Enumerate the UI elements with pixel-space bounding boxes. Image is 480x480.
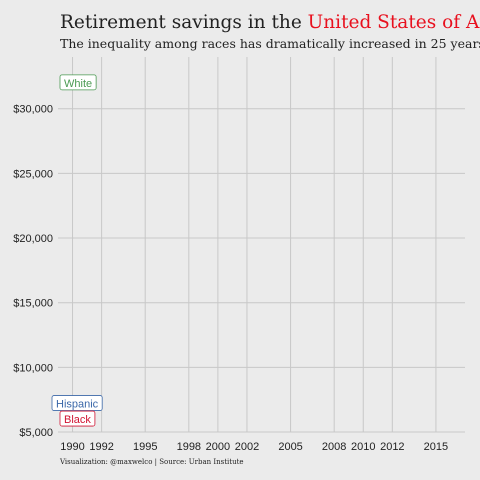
x-tick-label: 2012 [380, 441, 404, 453]
plot-background [58, 57, 465, 432]
x-gridlines [72, 57, 437, 432]
y-gridlines [58, 108, 465, 433]
x-tick-label: 2008 [322, 441, 346, 453]
y-tick-label: $5,000 [19, 427, 53, 439]
chart-subtitle: The inequality among races has dramatica… [60, 36, 480, 51]
x-tick-label: 2010 [351, 441, 375, 453]
series-labels: White Hispanic Black [51, 74, 103, 427]
y-tick-label: $30,000 [13, 104, 53, 116]
series-label-white: White [59, 74, 97, 91]
series-label-box [59, 74, 97, 91]
x-tick-label: 2000 [206, 441, 230, 453]
series-label-box [59, 410, 96, 427]
x-tick-label: 2015 [424, 441, 448, 453]
chart-title: Retirement savings in the United States … [60, 12, 480, 33]
y-tick-label: $25,000 [13, 168, 53, 180]
y-tick-label: $15,000 [13, 298, 53, 310]
x-tick-label: 1990 [60, 441, 84, 453]
x-tick-label: 1995 [133, 441, 157, 453]
series-label-box [51, 395, 103, 411]
x-tick-label: 1992 [89, 441, 113, 453]
y-tick-labels: $5,000 $10,000 $15,000 $20,000 $25,000 $30,00… [13, 104, 53, 439]
plot-background-group [58, 57, 465, 432]
series-label-hispanic: Hispanic [51, 395, 103, 411]
chart-caption: Visualization: @maxwelco | Source: Urban… [59, 458, 244, 466]
title-highlight: United States of America [308, 12, 480, 33]
x-tick-label: 1998 [177, 441, 201, 453]
x-tick-label: 2002 [235, 441, 259, 453]
x-tick-labels: 1990 1992 1995 1998 2000 2002 2005 2008 2010 2012… [60, 441, 448, 453]
y-tick-label: $20,000 [13, 233, 53, 245]
series-label-text: White [64, 78, 92, 90]
x-tick-label: 2005 [278, 441, 302, 453]
y-tick-label: $10,000 [13, 362, 53, 374]
series-label-text: Hispanic [56, 399, 99, 411]
series-label-black: Black [59, 410, 96, 427]
series-label-text: Black [64, 414, 91, 426]
title-plain: Retirement savings in the [60, 12, 308, 33]
